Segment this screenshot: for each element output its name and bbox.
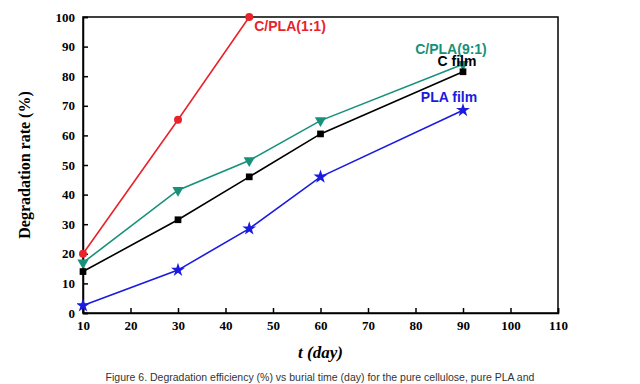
x-tick-mark bbox=[320, 308, 322, 313]
y-tick: 100 bbox=[56, 10, 89, 25]
marker bbox=[245, 13, 253, 21]
y-tick-label: 100 bbox=[56, 10, 76, 25]
x-tick-label: 50 bbox=[267, 318, 280, 333]
plot-frame bbox=[83, 17, 558, 313]
series-label: C/PLA(1:1) bbox=[254, 18, 326, 34]
y-tick: 50 bbox=[62, 158, 88, 173]
series-line bbox=[83, 72, 463, 272]
y-tick-mark bbox=[83, 17, 88, 19]
marker bbox=[315, 117, 326, 127]
y-tick-label: 20 bbox=[62, 246, 75, 261]
marker bbox=[246, 173, 253, 180]
x-tick: 70 bbox=[362, 308, 375, 333]
marker bbox=[242, 221, 256, 234]
x-tick-label: 90 bbox=[457, 318, 470, 333]
y-tick: 30 bbox=[62, 217, 88, 232]
series-label: C film bbox=[438, 53, 477, 69]
chart: 1020304050607080901001100102030405060708… bbox=[0, 0, 640, 384]
x-tick-mark bbox=[273, 308, 275, 313]
y-tick-label: 50 bbox=[62, 158, 75, 173]
x-tick-mark bbox=[463, 308, 465, 313]
x-tick-mark bbox=[130, 308, 132, 313]
x-tick-label: 60 bbox=[315, 318, 328, 333]
x-tick: 60 bbox=[315, 308, 328, 333]
marker bbox=[317, 131, 324, 138]
y-tick-mark bbox=[83, 76, 88, 78]
x-tick: 110 bbox=[549, 308, 568, 333]
marker bbox=[77, 298, 90, 311]
y-tick: 90 bbox=[62, 39, 88, 54]
y-tick-label: 80 bbox=[62, 69, 75, 84]
y-tick-label: 10 bbox=[62, 276, 75, 291]
marker bbox=[244, 157, 255, 167]
marker bbox=[460, 68, 467, 75]
x-tick-label: 10 bbox=[77, 318, 90, 333]
y-tick-label: 30 bbox=[62, 217, 75, 232]
x-tick: 40 bbox=[220, 308, 233, 333]
y-tick-mark bbox=[83, 224, 88, 226]
x-tick: 20 bbox=[125, 308, 138, 333]
y-tick-mark bbox=[83, 313, 88, 315]
x-tick-label: 100 bbox=[501, 318, 521, 333]
x-tick-label: 20 bbox=[125, 318, 138, 333]
x-tick: 90 bbox=[457, 308, 470, 333]
marker bbox=[175, 216, 182, 223]
y-tick-mark bbox=[83, 135, 88, 137]
x-tick-mark bbox=[510, 308, 512, 313]
y-tick: 80 bbox=[62, 69, 88, 84]
x-tick: 100 bbox=[501, 308, 521, 333]
y-tick-label: 40 bbox=[62, 187, 75, 202]
series-label: PLA film bbox=[421, 89, 477, 105]
x-axis-title: t (day) bbox=[298, 343, 343, 362]
y-tick-label: 0 bbox=[69, 306, 76, 321]
y-tick-mark bbox=[83, 165, 88, 167]
y-tick: 60 bbox=[62, 128, 88, 143]
series-line bbox=[83, 110, 463, 305]
y-tick: 10 bbox=[62, 276, 88, 291]
y-tick-mark bbox=[83, 194, 88, 196]
y-tick-label: 90 bbox=[62, 39, 75, 54]
y-tick-mark bbox=[83, 283, 88, 285]
x-tick-mark bbox=[558, 308, 560, 313]
x-tick-label: 80 bbox=[410, 318, 423, 333]
x-tick-label: 40 bbox=[220, 318, 233, 333]
series-line bbox=[83, 64, 463, 262]
y-tick: 20 bbox=[62, 246, 88, 261]
marker bbox=[172, 187, 183, 197]
y-tick: 70 bbox=[62, 98, 88, 113]
x-tick: 30 bbox=[172, 308, 185, 333]
y-tick-label: 70 bbox=[62, 98, 75, 113]
plot-area bbox=[77, 13, 470, 312]
x-tick-mark bbox=[415, 308, 417, 313]
x-tick-mark bbox=[368, 308, 370, 313]
x-tick: 50 bbox=[267, 308, 280, 333]
marker bbox=[77, 259, 88, 269]
marker bbox=[79, 250, 87, 258]
marker bbox=[171, 263, 185, 276]
y-tick: 40 bbox=[62, 187, 88, 202]
x-axis-line bbox=[84, 308, 559, 314]
x-axis: 10 20 30 40 50 60 70 80 90 100 110 bbox=[77, 308, 568, 333]
y-tick-label: 60 bbox=[62, 128, 75, 143]
y-axis: 0 10 20 30 40 50 60 70 80 90 100 bbox=[56, 10, 89, 321]
x-tick-mark bbox=[178, 308, 180, 313]
marker bbox=[80, 268, 87, 275]
y-tick-mark bbox=[83, 46, 88, 48]
x-tick-label: 110 bbox=[549, 318, 568, 333]
marker bbox=[174, 116, 182, 124]
caption: Figure 6. Degradation efficiency (%) vs … bbox=[106, 371, 535, 383]
y-tick-mark bbox=[83, 106, 88, 108]
x-tick: 80 bbox=[410, 308, 423, 333]
x-tick-label: 30 bbox=[172, 318, 185, 333]
x-tick-label: 70 bbox=[362, 318, 375, 333]
marker bbox=[314, 170, 328, 183]
series-line bbox=[83, 17, 249, 254]
x-tick-mark bbox=[225, 308, 227, 313]
y-axis-title: Degradation rate (%) bbox=[16, 91, 34, 239]
